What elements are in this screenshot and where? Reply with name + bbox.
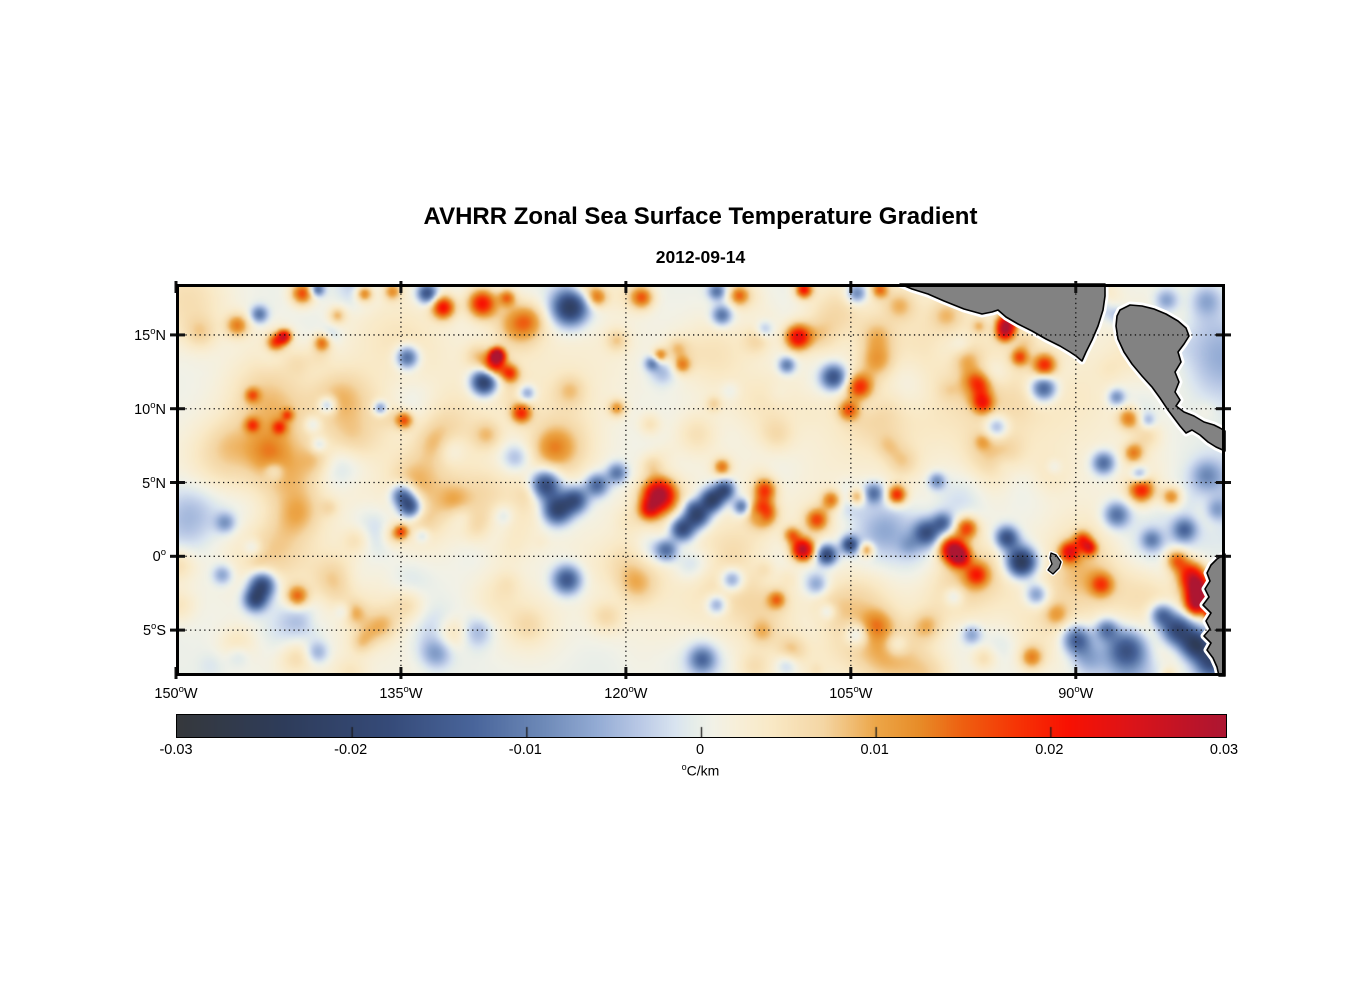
sst-gradient-field-canvas [176,284,1225,676]
y-tick-label-15N: 15oN [134,325,166,344]
x-tick-label-120W: 120oW [604,684,648,702]
x-tick-label-90W: 90oW [1058,684,1094,702]
y-tick-label-5N: 5oN [142,473,166,492]
colorbar-tick-0.02: 0.02 [1035,742,1064,758]
map-plot-area [170,280,1231,680]
colorbar-tick--0.03: -0.03 [159,742,193,758]
x-tick-label-105W: 105oW [829,684,873,702]
colorbar-unit-label: oC/km [681,762,720,779]
axes-border [176,284,1225,676]
landmass-south-america [1202,553,1226,677]
x-tick-label-150W: 150oW [154,684,198,702]
colorbar-canvas [177,715,1226,737]
x-tick-label-135W: 135oW [379,684,423,702]
colorbar-tick--0.01: -0.01 [508,742,542,758]
landmass-mexico [899,283,1106,362]
galapagos-island [1047,552,1062,575]
colorbar [176,714,1227,738]
colorbar-tick--0.02: -0.02 [334,742,368,758]
chart-title: AVHRR Zonal Sea Surface Temperature Grad… [423,203,978,230]
y-tick-label-0deg: 0o [152,547,166,566]
y-tick-label-10N: 10oN [134,399,166,418]
landmass-central-america [1115,304,1226,452]
colorbar-tick-0: 0 [695,742,705,758]
colorbar-tick-0.01: 0.01 [860,742,889,758]
y-tick-label-5S: 5oS [142,621,166,640]
chart-subtitle: 2012-09-14 [655,247,746,267]
colorbar-tick-0.03: 0.03 [1209,742,1239,758]
map-overlay [170,280,1231,680]
